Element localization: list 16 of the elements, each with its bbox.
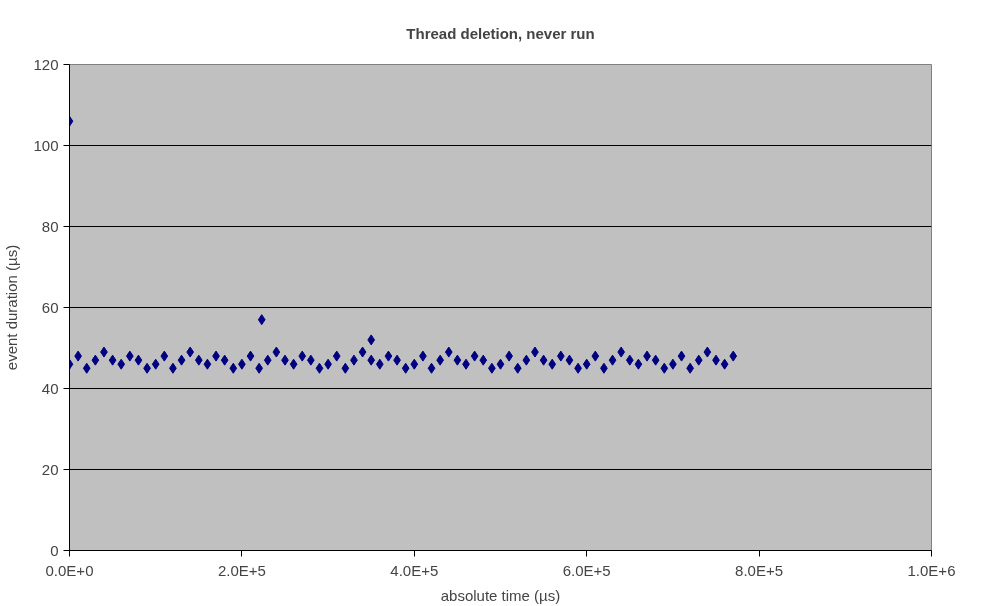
y-tick-label: 60	[41, 298, 59, 316]
x-tick-label: 8.0E+5	[735, 561, 784, 579]
y-tick-label: 100	[33, 136, 59, 154]
y-tick-label: 20	[41, 460, 59, 478]
y-tick-label: 0	[50, 541, 59, 559]
x-tick-label: 2.0E+5	[217, 561, 266, 579]
x-axis-title: absolute time (µs)	[440, 586, 561, 604]
y-axis-title: event duration (µs)	[3, 244, 21, 371]
x-tick-label: 6.0E+5	[562, 561, 611, 579]
y-tick-label: 120	[33, 55, 59, 73]
x-tick-label: 4.0E+5	[390, 561, 439, 579]
y-tick-label: 80	[41, 217, 59, 235]
x-tick-label: 1.0E+6	[907, 561, 956, 579]
y-tick-label: 40	[41, 379, 59, 397]
chart-title: Thread deletion, never run	[406, 25, 595, 42]
x-tick-label: 0.0E+0	[45, 561, 94, 579]
